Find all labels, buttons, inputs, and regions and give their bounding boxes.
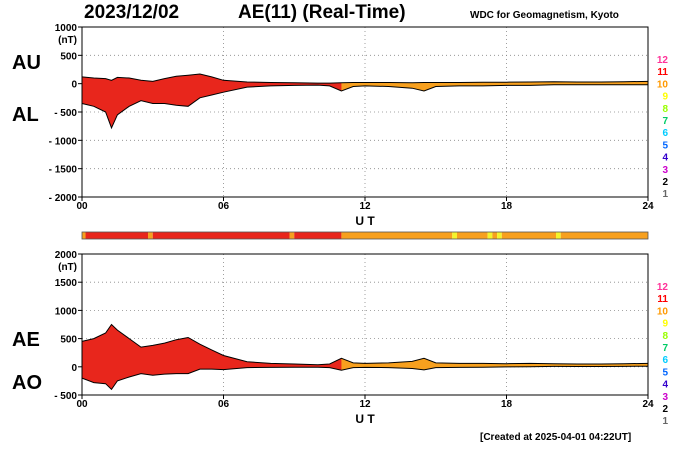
bottom-ytick-label: 1000 xyxy=(55,306,78,317)
top-xtick-label: 18 xyxy=(501,201,513,212)
level-bar-segment xyxy=(82,232,86,239)
top-level-label: 9 xyxy=(662,92,668,103)
level-bar-segment xyxy=(341,232,453,239)
top-series-al xyxy=(81,84,648,130)
bottom-level-label: 5 xyxy=(662,367,668,378)
data-source: WDC for Geomagnetism, Kyoto xyxy=(470,10,619,21)
top-ytick-label: - 1000 xyxy=(49,136,78,147)
bottom-level-label: 10 xyxy=(657,306,669,317)
bottom-level-label: 3 xyxy=(662,392,668,403)
top-fill-area-quiet xyxy=(341,81,648,91)
top-ytick-label: - 2000 xyxy=(49,193,78,204)
level-bar-segment xyxy=(501,232,557,239)
top-xlabel: U T xyxy=(355,214,375,228)
bottom-fill-area-quiet xyxy=(341,358,648,371)
bottom-series-ae xyxy=(81,323,649,366)
top-ylabel: (nT) xyxy=(58,35,77,46)
bottom-level-label: 6 xyxy=(662,355,668,366)
top-level-label: 8 xyxy=(662,104,668,115)
level-bar-segment xyxy=(497,232,502,239)
bottom-ytick-label: 2000 xyxy=(55,250,78,261)
chart-date: 2023/12/02 xyxy=(84,2,180,23)
level-bar-segment xyxy=(456,232,488,239)
top-level-label: 10 xyxy=(657,79,669,90)
ae-label: AE xyxy=(12,329,40,351)
top-ytick-label: - 1500 xyxy=(49,165,78,176)
bottom-xtick-label: 00 xyxy=(76,399,88,410)
bottom-xtick-label: 06 xyxy=(218,399,230,410)
bottom-ytick-label: 1500 xyxy=(55,278,78,289)
bottom-level-label: 4 xyxy=(662,380,668,391)
top-level-label: 7 xyxy=(662,116,668,127)
chart-title: AE(11) (Real-Time) xyxy=(238,2,406,23)
top-level-label: 3 xyxy=(662,165,668,176)
top-fill-area xyxy=(82,74,648,128)
top-level-label: 1 xyxy=(662,189,668,200)
created-timestamp: [Created at 2025-04-01 04:22UT] xyxy=(480,432,632,443)
top-level-label: 2 xyxy=(662,177,668,188)
level-bar-segment xyxy=(452,232,457,239)
top-ytick-label: - 500 xyxy=(54,108,77,119)
level-bar-segment xyxy=(289,232,295,239)
level-bar-segment xyxy=(152,232,290,239)
bottom-ytick-label: - 500 xyxy=(54,391,77,402)
bottom-level-label: 1 xyxy=(662,416,668,427)
bottom-ytick-label: 0 xyxy=(71,363,77,374)
level-bar-segment xyxy=(492,232,498,239)
top-level-label: 4 xyxy=(662,153,668,164)
bottom-ytick-label: 500 xyxy=(60,335,77,346)
top-xtick-label: 06 xyxy=(218,201,230,212)
level-bar-frame xyxy=(81,231,649,240)
bottom-level-label: 12 xyxy=(657,282,669,293)
au-label: AU xyxy=(12,52,41,74)
top-level-label: 11 xyxy=(657,67,668,78)
level-bar-segment xyxy=(148,232,153,239)
top-level-label: 12 xyxy=(657,55,669,66)
level-bar-segment xyxy=(294,232,342,239)
level-bar-segment xyxy=(560,232,648,239)
top-series-au xyxy=(81,73,649,84)
top-ytick-label: 1000 xyxy=(55,23,78,34)
bottom-xtick-label: 18 xyxy=(501,399,513,410)
top-level-label: 5 xyxy=(662,140,668,151)
bottom-fill-area xyxy=(82,324,648,390)
ao-label: AO xyxy=(12,372,42,394)
top-xtick-label: 00 xyxy=(76,201,88,212)
bottom-xlabel: U T xyxy=(355,412,375,426)
bottom-ylabel: (nT) xyxy=(58,262,77,273)
level-bar-segment xyxy=(556,232,561,239)
bottom-level-label: 7 xyxy=(662,343,668,354)
level-bar-segment xyxy=(487,232,493,239)
top-xtick-label: 12 xyxy=(359,201,371,212)
top-ytick-label: 500 xyxy=(60,51,77,62)
bottom-level-label: 11 xyxy=(657,294,668,305)
bottom-xtick-label: 24 xyxy=(642,399,654,410)
bottom-level-label: 2 xyxy=(662,404,668,415)
top-ytick-label: 0 xyxy=(71,80,77,91)
level-bar-segment xyxy=(85,232,149,239)
top-xtick-label: 24 xyxy=(642,201,654,212)
bottom-series-ao xyxy=(81,365,649,391)
al-label: AL xyxy=(12,104,39,126)
bottom-level-label: 8 xyxy=(662,331,668,342)
bottom-level-label: 9 xyxy=(662,319,668,330)
bottom-xtick-label: 12 xyxy=(359,399,371,410)
top-level-label: 6 xyxy=(662,128,668,139)
